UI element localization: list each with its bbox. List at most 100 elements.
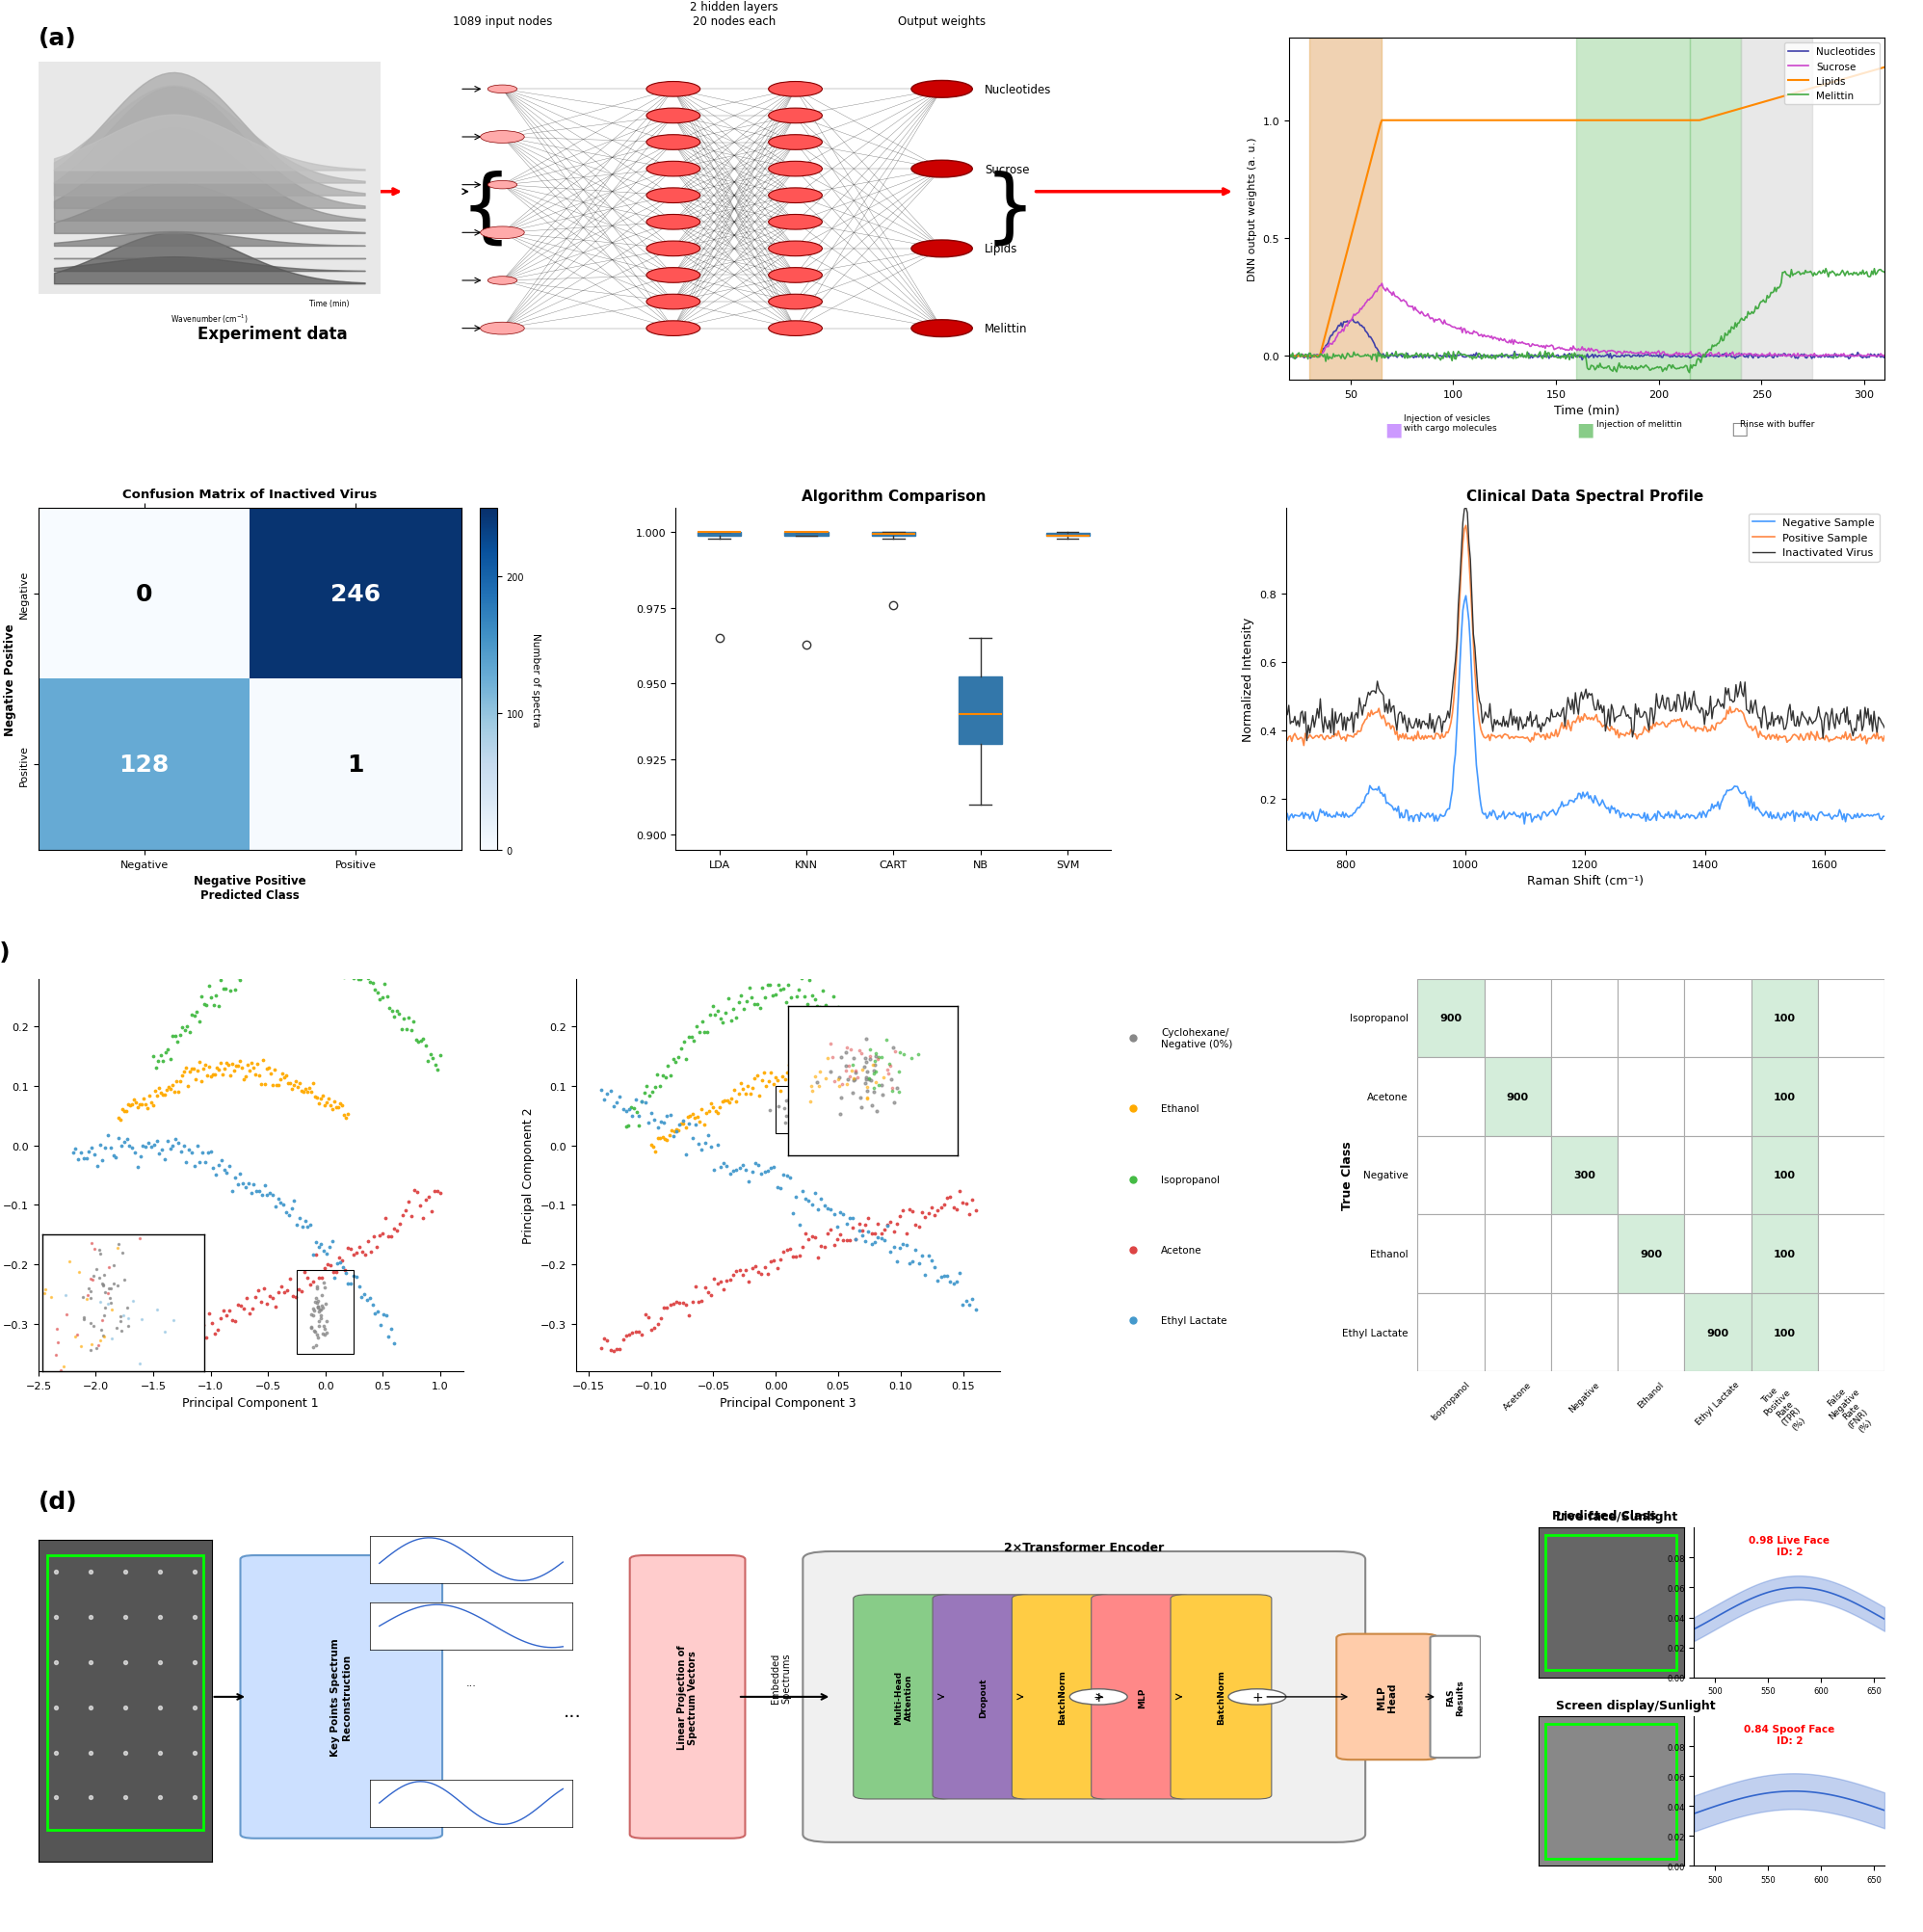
Circle shape — [646, 321, 700, 336]
Point — [192, 1298, 223, 1329]
Point — [837, 995, 867, 1026]
Bar — [1552, 1057, 1617, 1136]
Point — [815, 1057, 846, 1088]
Point — [613, 1094, 644, 1124]
FancyBboxPatch shape — [1171, 1594, 1271, 1799]
Point — [181, 1130, 212, 1161]
Point — [417, 1043, 448, 1074]
Point — [879, 1215, 910, 1246]
Point — [283, 1273, 313, 1304]
Point — [312, 1318, 342, 1349]
Point — [317, 1094, 348, 1124]
Point — [392, 1186, 423, 1217]
Point — [387, 1014, 417, 1045]
Point — [898, 1246, 929, 1277]
Point — [825, 1219, 856, 1250]
Point — [181, 1300, 212, 1331]
Point — [685, 1016, 715, 1047]
Point — [679, 1026, 710, 1057]
Point — [244, 1177, 275, 1208]
Point — [769, 1065, 800, 1095]
Point — [377, 997, 408, 1028]
Point — [827, 1059, 858, 1090]
Sucrose — [1860, 346, 1883, 369]
Inactivated Virus — [1296, 730, 1319, 753]
Point — [154, 1132, 185, 1163]
Point — [329, 1254, 360, 1285]
Text: 2×Transformer Encoder: 2×Transformer Encoder — [1004, 1542, 1163, 1553]
Point — [115, 1090, 146, 1121]
Point — [587, 1074, 617, 1105]
Point — [613, 1111, 644, 1142]
Point — [750, 1252, 781, 1283]
Point — [158, 1070, 188, 1101]
Point — [271, 1061, 302, 1092]
Line: Inactivated Virus: Inactivated Virus — [1286, 508, 1885, 742]
Circle shape — [769, 108, 823, 124]
Point — [321, 1092, 352, 1122]
Point — [304, 1264, 335, 1294]
Point — [781, 1180, 812, 1211]
Point — [300, 1318, 331, 1349]
Point — [292, 1076, 323, 1107]
Point — [225, 964, 256, 995]
Point — [398, 1175, 429, 1206]
Point — [402, 1177, 433, 1208]
Y-axis label: DNN output weights (a. u.): DNN output weights (a. u.) — [1248, 137, 1258, 282]
Point — [246, 954, 277, 985]
Point — [819, 1200, 850, 1231]
Point — [362, 1233, 392, 1264]
Point — [742, 1061, 773, 1092]
Point — [637, 1076, 667, 1107]
Point — [767, 1061, 798, 1092]
Point — [813, 993, 844, 1024]
Point — [698, 1155, 729, 1186]
Point — [794, 1055, 825, 1086]
Text: 100: 100 — [1773, 1327, 1796, 1337]
Point — [302, 939, 333, 970]
Point — [919, 1252, 950, 1283]
Point — [804, 1063, 835, 1094]
Point — [677, 1287, 708, 1318]
Point — [217, 1049, 248, 1080]
Point — [656, 1291, 687, 1321]
Point — [171, 1012, 202, 1043]
Point — [294, 1209, 325, 1240]
Nucleotides — [1761, 346, 1785, 369]
Point — [167, 1312, 198, 1343]
Point — [348, 954, 379, 985]
Bar — [1577, 39, 1690, 381]
Point — [300, 1283, 331, 1314]
Text: s0: s0 — [465, 1544, 477, 1553]
Y-axis label: Principal Component 2: Principal Component 2 — [523, 1107, 535, 1244]
Bar — [1690, 39, 1740, 381]
Point — [235, 943, 265, 974]
Point — [315, 1090, 346, 1121]
Point — [198, 1059, 229, 1090]
Point — [673, 1109, 704, 1140]
Point — [283, 1072, 313, 1103]
Point — [281, 1066, 312, 1097]
Point — [296, 945, 327, 976]
Point — [292, 1211, 323, 1242]
Point — [188, 1055, 219, 1086]
Point — [310, 941, 340, 972]
Point — [865, 1217, 896, 1248]
Bar — [1552, 1136, 1617, 1215]
Point — [933, 1182, 963, 1213]
Point — [863, 1208, 894, 1238]
Point — [642, 1059, 673, 1090]
Point — [835, 1225, 865, 1256]
Bar — [1617, 1136, 1685, 1215]
Point — [98, 1140, 129, 1171]
Point — [873, 1043, 904, 1074]
Nucleotides — [1540, 346, 1563, 369]
Point — [810, 1061, 840, 1092]
Text: 128: 128 — [119, 753, 169, 777]
Lipids — [1873, 56, 1896, 79]
Point — [60, 1134, 90, 1165]
Point — [823, 1053, 854, 1084]
Point — [898, 1196, 929, 1227]
Point — [177, 1053, 208, 1084]
Point — [694, 999, 725, 1030]
